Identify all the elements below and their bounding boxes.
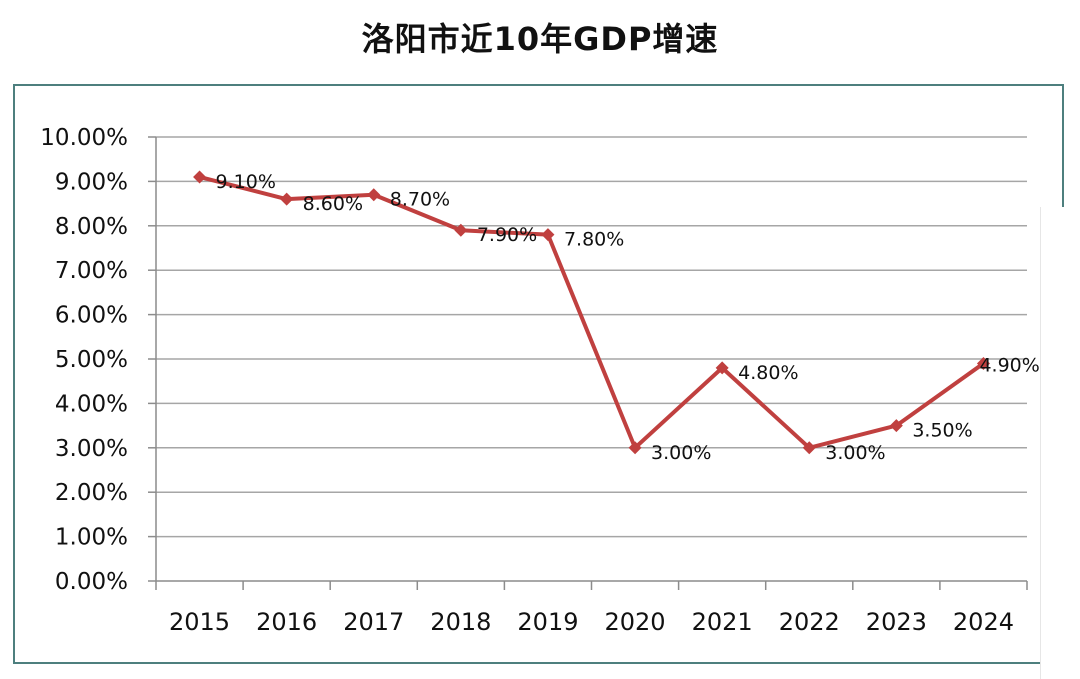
data-labels: 9.10% 8.60% 8.70% 7.90% 7.80% 3.00% 4.80% 3.00%…	[216, 171, 1040, 464]
data-point-marker	[454, 223, 468, 237]
x-tick-label: 2023	[866, 608, 927, 636]
right-edge-panel	[1040, 207, 1080, 679]
x-tick-labels: 2015 2016 2017 2018 2019 2020 2021 2022 2023 2024	[169, 608, 1014, 636]
data-label: 8.70%	[390, 189, 450, 211]
data-point-marker	[802, 441, 816, 455]
x-tick-label: 2020	[605, 608, 666, 636]
data-label: 7.90%	[477, 224, 537, 246]
y-tick-label: 8.00%	[55, 214, 128, 240]
y-tick-label: 7.00%	[55, 258, 128, 284]
series-layer	[193, 170, 990, 455]
data-point-marker	[889, 419, 903, 433]
data-label: 8.60%	[303, 193, 363, 215]
y-tick-label: 4.00%	[55, 391, 128, 417]
y-tick-label: 3.00%	[55, 436, 128, 462]
data-point-marker	[715, 361, 729, 375]
data-point-marker	[976, 356, 990, 370]
y-tick-label: 1.00%	[55, 525, 128, 551]
series-line	[199, 175, 985, 450]
data-point-marker	[541, 228, 555, 242]
data-label: 3.00%	[651, 442, 711, 464]
grid-layer	[156, 136, 1027, 538]
data-point-marker	[280, 192, 294, 206]
x-tick-label: 2024	[953, 608, 1014, 636]
y-tick-label: 10.00%	[40, 125, 128, 151]
y-tick-label: 2.00%	[55, 480, 128, 506]
y-tick-label: 6.00%	[55, 303, 128, 329]
axis-layer	[148, 136, 1028, 590]
x-tick-label: 2016	[256, 608, 317, 636]
x-tick-label: 2022	[779, 608, 840, 636]
y-tick-labels: 0.00% 1.00% 2.00% 3.00% 4.00% 5.00% 6.00% 7.00%…	[40, 125, 128, 595]
x-tick-label: 2017	[343, 608, 404, 636]
data-label: 3.50%	[912, 420, 972, 442]
data-label: 4.90%	[979, 354, 1039, 376]
y-tick-label: 9.00%	[55, 169, 128, 195]
x-tick-label: 2021	[692, 608, 753, 636]
data-label: 3.00%	[825, 442, 885, 464]
data-point-marker	[193, 170, 207, 184]
y-tick-label: 5.00%	[55, 347, 128, 373]
chart-title: 洛阳市近10年GDP增速	[361, 20, 719, 58]
data-point-marker	[367, 188, 381, 202]
data-label: 7.80%	[564, 229, 624, 251]
x-tick-label: 2019	[517, 608, 578, 636]
data-point-marker	[628, 441, 642, 455]
x-tick-label: 2015	[169, 608, 230, 636]
x-tick-label: 2018	[430, 608, 491, 636]
data-label: 9.10%	[216, 171, 276, 193]
data-label: 4.80%	[738, 362, 798, 384]
y-tick-label: 0.00%	[55, 569, 128, 595]
